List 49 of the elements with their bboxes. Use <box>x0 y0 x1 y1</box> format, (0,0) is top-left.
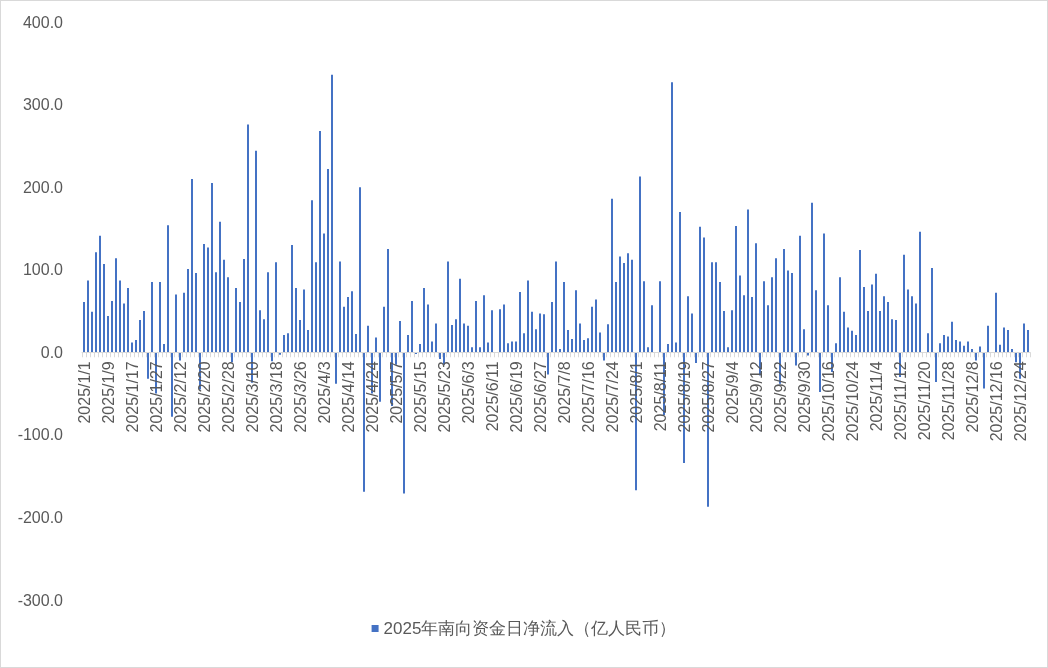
x-tick-label: 2025/12/16 <box>987 361 1005 442</box>
y-tick-label: 400.0 <box>22 13 64 31</box>
x-tick-label: 2025/8/1 <box>627 361 645 424</box>
x-tick-label: 2025/11/20 <box>915 361 933 441</box>
x-tick-label: 2025/9/30 <box>795 361 813 433</box>
x-tick-label: 2025/2/20 <box>195 361 213 433</box>
x-tick-label: 2025/6/27 <box>531 361 549 433</box>
y-tick-label: 200.0 <box>22 178 64 196</box>
x-tick-label: 2025/9/4 <box>723 361 741 424</box>
x-tick-label: 2025/9/12 <box>747 361 765 433</box>
y-tick-label: 0.0 <box>40 343 64 361</box>
y-tick-label: 100.0 <box>22 261 64 279</box>
y-tick-label: -200.0 <box>17 508 64 526</box>
x-tick-label: 2025/5/7 <box>387 361 405 424</box>
x-tick-label: 2025/3/10 <box>243 361 261 433</box>
x-tick-label: 2025/7/24 <box>603 361 621 433</box>
legend-label: 2025年南向资金日净流入（亿人民币） <box>383 619 677 638</box>
x-tick-label: 2025/5/23 <box>435 361 453 433</box>
x-tick-label: 2025/2/28 <box>219 361 237 433</box>
y-tick-label: -300.0 <box>17 591 64 609</box>
x-tick-label: 2025/6/3 <box>459 361 477 424</box>
x-tick-label: 2025/3/26 <box>291 361 309 433</box>
x-tick-label: 2025/12/8 <box>963 361 981 433</box>
x-tick-label: 2025/11/4 <box>867 361 885 432</box>
x-tick-label: 2025/8/19 <box>675 361 693 433</box>
y-tick-label: -100.0 <box>17 426 64 444</box>
x-tick-label: 2025/1/1 <box>75 361 93 424</box>
x-tick-label: 2025/10/24 <box>843 361 861 442</box>
x-tick-label: 2025/1/17 <box>123 361 141 433</box>
x-tick-label: 2025/9/22 <box>771 361 789 433</box>
x-tick-label: 2025/4/3 <box>315 361 333 424</box>
x-tick-label: 2025/10/16 <box>819 361 837 442</box>
x-tick-label: 2025/4/14 <box>339 361 357 433</box>
y-tick-label: 300.0 <box>22 96 64 114</box>
x-tick-label: 2025/11/28 <box>939 361 957 441</box>
x-tick-label: 2025/4/24 <box>363 361 381 433</box>
x-tick-label: 2025/6/19 <box>507 361 525 433</box>
x-tick-label: 2025/2/12 <box>171 361 189 433</box>
x-tick-label: 2025/12/24 <box>1011 361 1029 442</box>
x-tick-label: 2025/3/18 <box>267 361 285 433</box>
x-tick-label: 2025/7/16 <box>579 361 597 433</box>
x-tick-label: 2025/7/8 <box>555 361 573 424</box>
x-tick-label: 2025/5/15 <box>411 361 429 433</box>
x-tick-label: 2025/1/9 <box>99 361 117 424</box>
x-tick-label: 2025/8/11 <box>651 361 669 432</box>
x-tick-label: 2025/1/27 <box>147 361 165 433</box>
x-tick-label: 2025/8/27 <box>699 361 717 433</box>
x-tick-label: 2025/6/11 <box>483 361 501 432</box>
x-tick-label: 2025/11/12 <box>891 361 909 441</box>
